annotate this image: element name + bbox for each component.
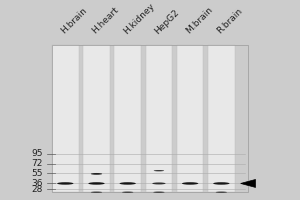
Bar bbox=[83, 45, 110, 192]
Text: H.heart: H.heart bbox=[90, 6, 120, 36]
Bar bbox=[177, 45, 203, 192]
Polygon shape bbox=[241, 179, 256, 187]
Bar bbox=[114, 45, 141, 192]
Ellipse shape bbox=[152, 182, 166, 184]
Ellipse shape bbox=[154, 170, 164, 171]
Text: 95: 95 bbox=[32, 149, 43, 158]
Text: H.brain: H.brain bbox=[59, 6, 88, 36]
Ellipse shape bbox=[91, 173, 102, 175]
Ellipse shape bbox=[153, 192, 165, 193]
Text: 28: 28 bbox=[32, 185, 43, 194]
Ellipse shape bbox=[216, 192, 227, 193]
Ellipse shape bbox=[213, 182, 230, 185]
Ellipse shape bbox=[91, 192, 102, 193]
Ellipse shape bbox=[119, 182, 136, 185]
Ellipse shape bbox=[122, 192, 134, 193]
Text: HepG2: HepG2 bbox=[153, 8, 181, 36]
Text: 55: 55 bbox=[32, 169, 43, 178]
Text: H.kidney: H.kidney bbox=[121, 1, 156, 36]
Bar bbox=[208, 45, 235, 192]
Text: M.brain: M.brain bbox=[184, 5, 214, 36]
Text: R.brain: R.brain bbox=[215, 7, 244, 36]
Text: 72: 72 bbox=[32, 159, 43, 168]
Text: 36: 36 bbox=[32, 179, 43, 188]
Bar bbox=[146, 45, 172, 192]
Ellipse shape bbox=[88, 182, 105, 185]
Ellipse shape bbox=[57, 182, 74, 185]
Ellipse shape bbox=[182, 182, 198, 185]
Bar bbox=[52, 45, 79, 192]
Bar bbox=[52, 45, 248, 192]
